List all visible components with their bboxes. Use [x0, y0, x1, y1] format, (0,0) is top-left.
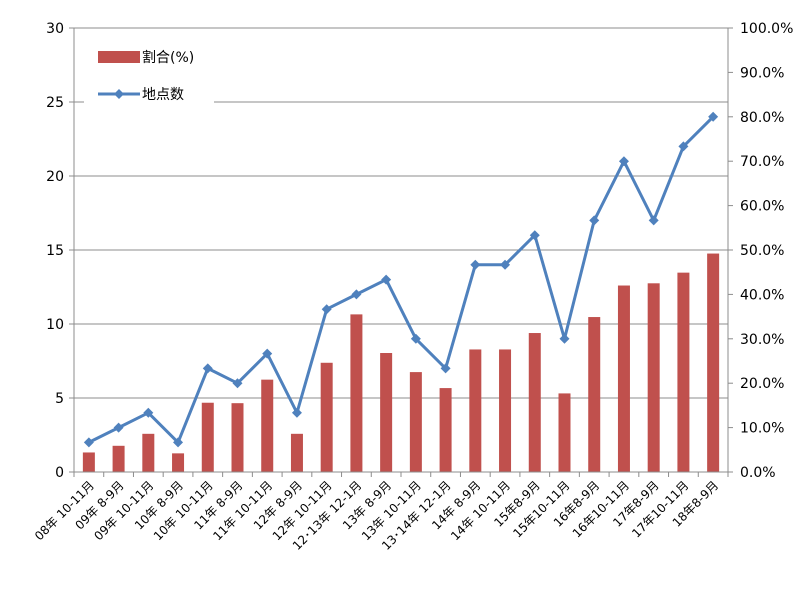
point	[589, 215, 600, 226]
bar	[439, 388, 452, 472]
point	[232, 378, 243, 389]
legend-bar-swatch	[98, 51, 140, 63]
y-left-tick-label: 30	[46, 21, 64, 37]
y-left-tick-label: 0	[55, 465, 64, 481]
y-right-tick-label: 20.0%	[740, 376, 784, 392]
bar	[558, 393, 571, 472]
bar	[617, 285, 630, 472]
y-left-tick-label: 25	[46, 95, 64, 111]
y-right-tick-label: 40.0%	[740, 287, 784, 303]
y-right-tick-label: 0.0%	[740, 465, 776, 481]
point	[262, 348, 273, 359]
point	[351, 289, 362, 300]
bar	[409, 372, 422, 472]
point	[708, 111, 719, 122]
point	[648, 215, 659, 226]
bar	[707, 253, 720, 472]
y-right-tick-label: 70.0%	[740, 154, 784, 170]
bar	[172, 453, 185, 472]
point	[678, 141, 689, 152]
point	[440, 363, 451, 374]
bar	[380, 353, 393, 472]
bar	[469, 349, 482, 472]
line-series	[83, 111, 719, 448]
bar	[350, 314, 363, 472]
point	[618, 156, 629, 167]
bar	[231, 403, 244, 472]
point	[143, 407, 154, 418]
y-right-tick-label: 10.0%	[740, 421, 784, 437]
point	[529, 230, 540, 241]
y-right-tick-label: 100.0%	[740, 21, 793, 37]
point	[202, 363, 213, 374]
y-right-tick-label: 50.0%	[740, 243, 784, 259]
y-left-tick-label: 20	[46, 169, 64, 185]
bar	[528, 333, 541, 472]
point	[470, 259, 481, 270]
y-left-tick-label: 10	[46, 317, 64, 333]
legend-label-ratio: 割合(%)	[142, 49, 194, 66]
point	[381, 274, 392, 285]
point	[321, 304, 332, 315]
y-right-tick-label: 80.0%	[740, 110, 784, 126]
bar	[647, 283, 660, 472]
y-right-tick-label: 90.0%	[740, 65, 784, 81]
bar	[499, 349, 512, 472]
point	[83, 437, 94, 448]
bar	[588, 317, 601, 472]
bar	[142, 433, 155, 472]
legend-line-marker	[114, 89, 124, 99]
series-line	[88, 115, 715, 444]
y-axis-right-ticks: 0.0% 10.0% 20.0% 30.0% 40.0% 50.0% 60.0% 70.0% 8…	[728, 21, 793, 481]
point	[410, 333, 421, 344]
y-right-tick-label: 30.0%	[740, 332, 784, 348]
bar	[677, 272, 690, 472]
y-left-tick-label: 5	[55, 391, 64, 407]
point	[173, 437, 184, 448]
point	[113, 422, 124, 433]
bar	[261, 379, 274, 472]
y-right-tick-label: 60.0%	[740, 199, 784, 215]
bar	[112, 445, 125, 472]
bar	[290, 433, 303, 472]
point	[291, 407, 302, 418]
bar	[201, 402, 214, 472]
y-axis-left-ticks: 0 5 10 15 20 25 30	[46, 21, 74, 481]
bar-series	[82, 253, 720, 472]
bar	[82, 452, 95, 472]
legend: 割合(%) 地点数	[84, 34, 214, 106]
legend-label-count: 地点数	[142, 87, 184, 103]
point	[559, 333, 570, 344]
bar	[320, 362, 333, 472]
y-left-tick-label: 15	[46, 243, 64, 259]
point	[500, 259, 511, 270]
